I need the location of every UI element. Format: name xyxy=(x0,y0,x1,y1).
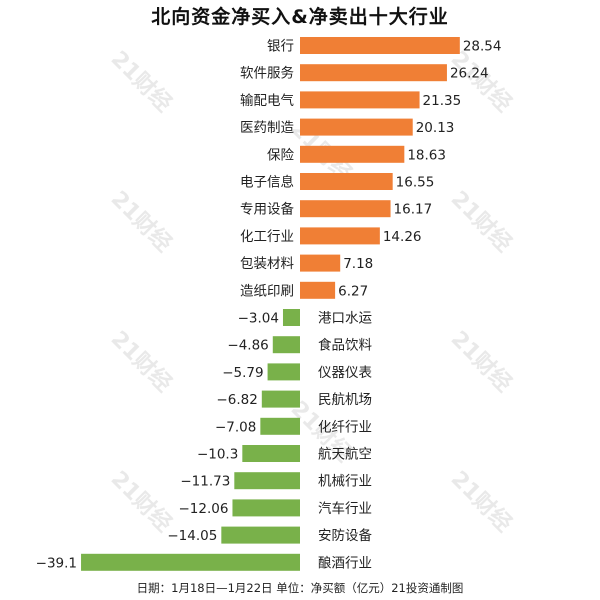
watermark-text: 21财经 xyxy=(106,326,177,397)
bar xyxy=(300,91,420,109)
value-label: −39.1 xyxy=(36,555,77,571)
watermark-text: 21财经 xyxy=(106,186,177,257)
category-label: 输配电气 xyxy=(240,93,294,109)
watermark-text: 21财经 xyxy=(446,326,517,397)
value-label: 6.27 xyxy=(338,283,368,299)
category-label: 医药制造 xyxy=(240,120,294,136)
bar xyxy=(300,64,447,82)
bar xyxy=(81,553,300,571)
category-label: 保险 xyxy=(267,147,294,163)
value-label: 14.26 xyxy=(383,229,422,245)
category-label: 化工行业 xyxy=(240,229,294,245)
bar xyxy=(261,390,300,408)
bar xyxy=(232,499,300,517)
bar xyxy=(221,526,300,544)
watermark-text: 21财经 xyxy=(446,186,517,257)
bar xyxy=(300,37,460,54)
footer-note: 日期：1月18日—1月22日 单位：净买额（亿元）21投资通制图 xyxy=(136,581,464,595)
bars-layer: 银行 28.54 软件服务 26.24 输配电气 21.35 医药制造 20.13 保险 18.6… xyxy=(36,37,502,571)
category-label: 造纸印刷 xyxy=(240,283,294,299)
value-label: 18.63 xyxy=(407,147,446,163)
bar xyxy=(272,336,300,354)
category-label: 专用设备 xyxy=(240,201,294,218)
category-label: 仪器仪表 xyxy=(318,365,372,381)
value-label: −11.73 xyxy=(180,474,230,490)
value-label: 26.24 xyxy=(450,66,489,82)
bar xyxy=(300,227,380,245)
chart-title: 北向资金净买入&净卖出十大行业 xyxy=(151,6,449,28)
bar xyxy=(260,417,300,435)
category-label: 软件服务 xyxy=(240,66,294,82)
value-label: −12.06 xyxy=(178,501,228,517)
value-label: −10.3 xyxy=(197,447,238,463)
category-label: 食品饮料 xyxy=(318,337,372,354)
value-label: 21.35 xyxy=(423,93,462,109)
bar xyxy=(300,145,405,163)
bar-chart: 21财经21财经21财经21财经21财经21财经21财经21财经21财经21财经… xyxy=(36,37,517,571)
category-label: 民航机场 xyxy=(318,392,372,408)
category-label: 银行 xyxy=(267,39,294,55)
value-label: 7.18 xyxy=(343,256,373,272)
bar xyxy=(300,281,336,299)
value-label: 16.17 xyxy=(394,202,433,218)
bar xyxy=(282,309,300,326)
bar xyxy=(300,118,413,136)
watermark-text: 21财经 xyxy=(446,466,517,537)
category-label: 安防设备 xyxy=(318,527,372,544)
category-label: 包装材料 xyxy=(240,256,294,272)
value-label: 28.54 xyxy=(463,39,502,55)
category-label: 航天航空 xyxy=(318,447,372,463)
category-label: 港口水运 xyxy=(318,311,372,327)
watermark-text: 21财经 xyxy=(106,46,177,117)
bar xyxy=(242,445,300,462)
value-label: −7.08 xyxy=(215,419,256,435)
value-label: 16.55 xyxy=(396,175,435,191)
bar xyxy=(234,472,300,490)
category-label: 电子信息 xyxy=(240,174,294,191)
value-label: 20.13 xyxy=(416,120,455,136)
value-label: −5.79 xyxy=(222,365,263,381)
value-label: −14.05 xyxy=(167,528,217,544)
watermark-text: 21财经 xyxy=(106,466,177,537)
category-label: 化纤行业 xyxy=(318,419,372,435)
category-label: 酿酒行业 xyxy=(318,555,372,571)
category-label: 机械行业 xyxy=(318,474,372,490)
value-label: −4.86 xyxy=(227,338,268,354)
value-label: −6.82 xyxy=(216,392,257,408)
category-label: 汽车行业 xyxy=(318,500,372,517)
bar xyxy=(300,254,341,272)
bar xyxy=(300,173,393,190)
value-label: −3.04 xyxy=(238,311,279,327)
bar xyxy=(300,200,391,218)
bar xyxy=(267,363,300,381)
